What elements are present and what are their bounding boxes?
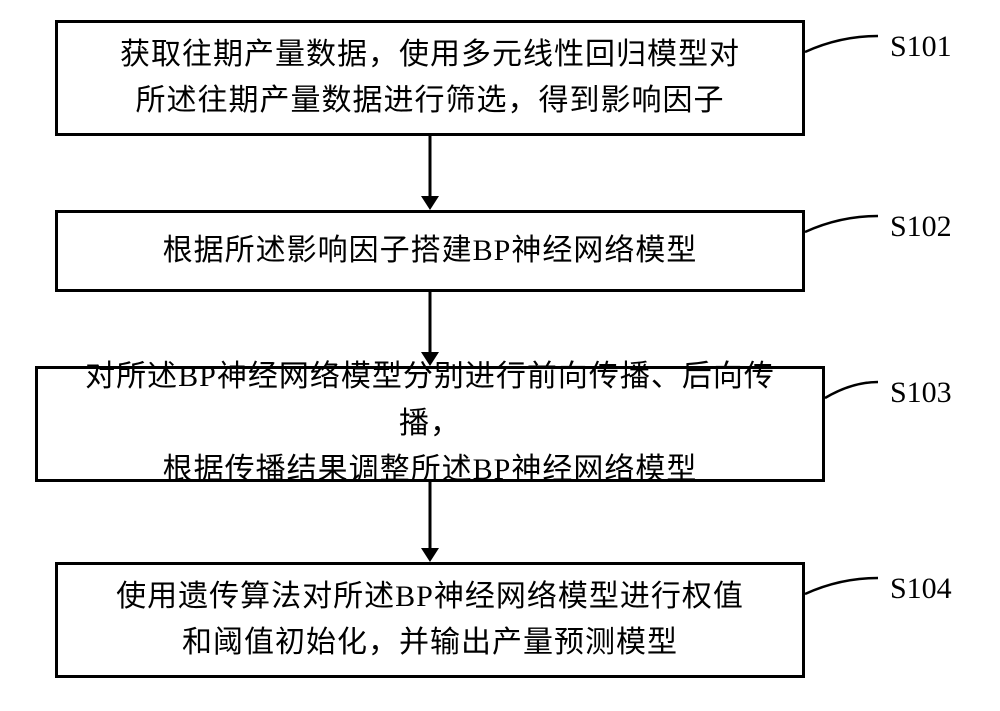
step-box-s101: 获取往期产量数据，使用多元线性回归模型对所述往期产量数据进行筛选，得到影响因子 — [55, 20, 805, 136]
step-text-s103: 对所述BP神经网络模型分别进行前向传播、后向传播，根据传播结果调整所述BP神经网… — [58, 354, 802, 494]
step-text-s104: 使用遗传算法对所述BP神经网络模型进行权值和阈值初始化，并输出产量预测模型 — [116, 574, 744, 667]
step-label-s104: S104 — [890, 572, 952, 606]
step-label-s103: S103 — [890, 376, 952, 410]
step-text-s102: 根据所述影响因子搭建BP神经网络模型 — [163, 228, 698, 275]
flowchart-canvas: 获取往期产量数据，使用多元线性回归模型对所述往期产量数据进行筛选，得到影响因子 … — [0, 0, 1000, 711]
step-label-s101: S101 — [890, 30, 952, 64]
step-text-s101: 获取往期产量数据，使用多元线性回归模型对所述往期产量数据进行筛选，得到影响因子 — [120, 32, 740, 125]
label-connector-s104 — [805, 578, 878, 594]
step-box-s102: 根据所述影响因子搭建BP神经网络模型 — [55, 210, 805, 292]
step-box-s103: 对所述BP神经网络模型分别进行前向传播、后向传播，根据传播结果调整所述BP神经网… — [35, 366, 825, 482]
arrow-s101-s102 — [421, 136, 439, 210]
label-connector-s103 — [825, 382, 878, 398]
step-box-s104: 使用遗传算法对所述BP神经网络模型进行权值和阈值初始化，并输出产量预测模型 — [55, 562, 805, 678]
label-connector-s102 — [805, 216, 878, 232]
label-connector-s101 — [805, 36, 878, 52]
step-label-s102: S102 — [890, 210, 952, 244]
arrow-s103-s104 — [421, 482, 439, 562]
